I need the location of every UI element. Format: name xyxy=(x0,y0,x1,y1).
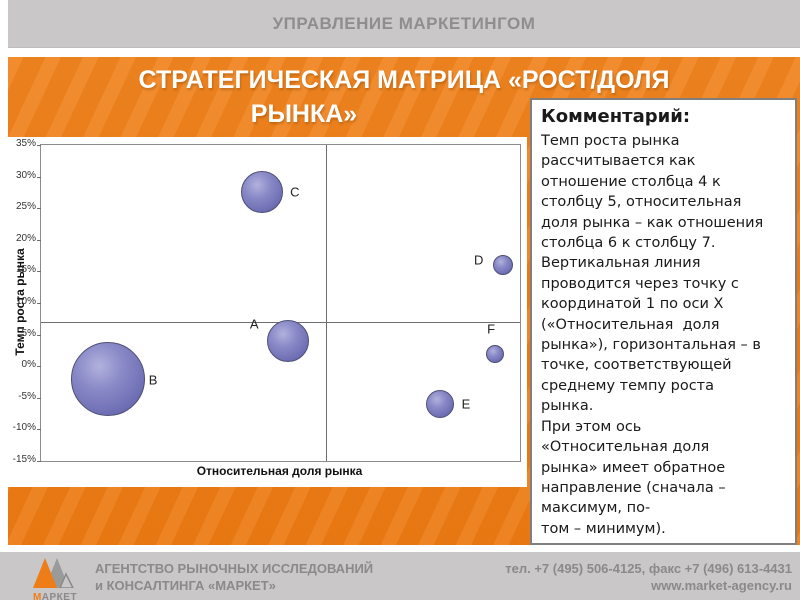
bubble-label-B: B xyxy=(148,372,158,388)
bubble-F xyxy=(486,344,505,363)
section-title: УПРАВЛЕНИЕ МАРКЕТИНГОМ xyxy=(272,13,536,33)
agency-line1: АГЕНТСТВО РЫНОЧНЫХ ИССЛЕДОВАНИЙ xyxy=(95,561,374,576)
y-tick-label: 30% xyxy=(15,169,36,181)
bubble-label-D: D xyxy=(474,252,484,268)
bubble-E xyxy=(426,390,454,419)
comment-box: Комментарий: Темп роста рынка рассчитыва… xyxy=(530,98,797,545)
phone-fax: тел. +7 (495) 506-4125, факс +7 (496) 61… xyxy=(505,561,792,576)
plot-area: A B C D E F xyxy=(37,144,521,462)
y-tick-label: 0% xyxy=(21,359,36,371)
footer-bar: МАРКЕТ АГЕНТСТВО РЫНОЧНЫХ ИССЛЕДОВАНИЙ и… xyxy=(0,552,800,600)
y-tick-mark xyxy=(37,397,41,399)
y-tick-label: 35% xyxy=(15,138,36,149)
y-tick-label: 10% xyxy=(15,296,36,307)
market-logo-text: МАРКЕТ xyxy=(30,593,80,600)
market-logo: МАРКЕТ xyxy=(30,556,80,600)
y-tick-mark xyxy=(37,303,41,304)
bubble-label-C: C xyxy=(290,184,300,200)
y-tick-label: 5% xyxy=(21,327,36,339)
bubble-D xyxy=(492,255,513,276)
share-1-line xyxy=(326,145,327,461)
y-tick-mark xyxy=(37,208,41,210)
y-tick-mark xyxy=(37,429,41,431)
top-header-bar: УПРАВЛЕНИЕ МАРКЕТИНГОМ xyxy=(8,0,800,48)
market-logo-icon xyxy=(33,558,75,589)
y-tick-mark xyxy=(37,271,41,273)
y-tick-mark xyxy=(37,176,41,178)
y-tick-mark xyxy=(37,461,41,462)
y-tick-label: -10% xyxy=(12,422,36,434)
y-tick-label: 25% xyxy=(15,201,36,213)
bubble-B xyxy=(71,341,146,416)
slide-title-line1: СТРАТЕГИЧЕСКАЯ МАТРИЦА «РОСТ/ДОЛЯ xyxy=(138,66,670,94)
contact-info: тел. +7 (495) 506-4125, факс +7 (496) 61… xyxy=(505,560,792,594)
comment-heading: Комментарий: xyxy=(541,106,691,127)
bubble-label-F: F xyxy=(487,321,496,337)
bubble-label-A: A xyxy=(249,316,259,332)
orange-banner: СТРАТЕГИЧЕСКАЯ МАТРИЦА «РОСТ/ДОЛЯ РЫНКА»… xyxy=(8,57,800,545)
agency-name: АГЕНТСТВО РЫНОЧНЫХ ИССЛЕДОВАНИЙ и КОНСАЛ… xyxy=(95,560,373,594)
bubble-label-E: E xyxy=(461,396,471,412)
y-tick-label: 20% xyxy=(15,232,36,244)
y-tick-mark xyxy=(37,334,41,336)
comment-body: Темп роста рынка рассчитывается как отно… xyxy=(541,133,764,537)
website: www.market-agency.ru xyxy=(651,578,792,593)
slide-title-line2: РЫНКА» xyxy=(250,100,358,128)
y-tick-label: -5% xyxy=(18,390,36,402)
logo-letter-m: М xyxy=(32,592,42,600)
slide-title: СТРАТЕГИЧЕСКАЯ МАТРИЦА «РОСТ/ДОЛЯ РЫНКА» xyxy=(8,63,800,131)
logo-letters-rest: АРКЕТ xyxy=(41,592,78,600)
agency-line2: и КОНСАЛТИНГА «МАРКЕТ» xyxy=(95,578,276,593)
y-tick-mark xyxy=(37,366,41,368)
y-tick-mark xyxy=(37,145,41,146)
y-tick-mark xyxy=(37,239,41,241)
bubble-A xyxy=(267,319,310,362)
y-tick-label: -15% xyxy=(12,454,36,465)
bubble-C xyxy=(240,171,283,214)
x-axis-title: Относительная доля рынка xyxy=(196,464,363,478)
y-tick-label: 15% xyxy=(15,264,36,276)
